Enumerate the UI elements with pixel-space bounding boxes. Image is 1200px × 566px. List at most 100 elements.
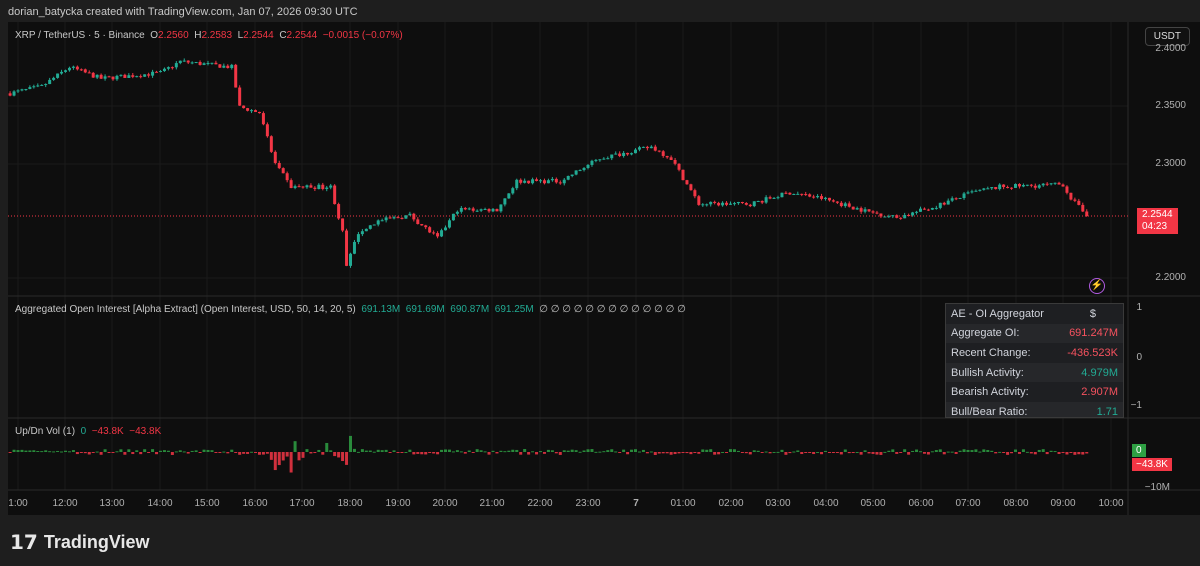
candle-up (20, 89, 24, 91)
volume-up-bar (630, 449, 634, 452)
volume-up-bar (174, 451, 178, 453)
volume-up-bar (531, 451, 535, 453)
time-tick: 1:00 (8, 498, 28, 509)
candle-down (527, 180, 531, 184)
time-tick: 18:00 (337, 498, 363, 509)
volume-up-bar (891, 449, 895, 452)
last-price: 2.2544 (1142, 209, 1173, 220)
candle-up (376, 220, 380, 225)
candle-up (950, 198, 954, 201)
candle-down (895, 215, 899, 218)
volume-down-bar (289, 452, 293, 473)
candle-up (384, 217, 388, 221)
volume-down-bar (107, 452, 111, 453)
volume-down-bar (804, 452, 808, 453)
time-tick: 23:00 (575, 498, 601, 509)
candle-down (186, 60, 190, 63)
volume-down-bar (246, 452, 250, 454)
volume-up-bar (764, 451, 768, 453)
candle-down (297, 186, 301, 188)
volume-down-bar (713, 452, 717, 455)
candle-down (8, 93, 12, 96)
vol-indicator-title[interactable]: Up/Dn Vol (1) (15, 426, 76, 437)
volume-up-bar (796, 450, 800, 452)
candle-up (915, 211, 919, 213)
oi-indicator-title[interactable]: Aggregated Open Interest [Alpha Extract]… (15, 304, 356, 315)
lightning-icon[interactable]: ⚡ (1089, 278, 1105, 294)
volume-up-bar (459, 451, 463, 453)
volume-down-bar (907, 452, 911, 455)
candle-down (428, 227, 432, 233)
volume-up-bar (982, 449, 986, 452)
volume-up-bar (119, 449, 123, 452)
volume-up-bar (863, 450, 867, 452)
volume-down-bar (428, 452, 432, 453)
volume-up-bar (934, 450, 938, 452)
row-value: 691.247M (1069, 327, 1118, 340)
candle-down (1061, 184, 1065, 187)
oi-tick: −1 (1130, 400, 1142, 411)
candle-down (681, 169, 685, 181)
open-label: O (150, 30, 159, 41)
volume-up-bar (451, 451, 455, 453)
candle-down (388, 217, 392, 219)
candle-up (792, 194, 796, 196)
candle-up (705, 204, 709, 206)
volume-down-bar (273, 452, 277, 471)
symbol-title[interactable]: XRP / TetherUS · 5 · Binance (15, 30, 145, 41)
volume-down-bar (412, 452, 416, 455)
candle-down (75, 66, 79, 70)
volume-up-bar (1025, 451, 1029, 453)
volume-up-bar (127, 449, 131, 452)
volume-down-bar (899, 452, 903, 453)
time-tick: 7 (633, 498, 639, 509)
volume-up-bar (392, 450, 396, 452)
candle-down (1029, 184, 1033, 186)
row-value: -436.523K (1067, 346, 1118, 359)
candle-up (210, 62, 214, 64)
candle-up (194, 62, 198, 64)
volume-down-bar (1033, 452, 1037, 455)
time-tick: 02:00 (718, 498, 744, 509)
candle-up (16, 90, 20, 92)
volume-up-bar (649, 451, 653, 453)
candle-down (87, 72, 91, 74)
volume-up-bar (578, 451, 582, 453)
volume-up-bar (602, 451, 606, 453)
volume-up-bar (206, 449, 210, 452)
candle-down (922, 208, 926, 210)
candle-up (479, 209, 483, 211)
volume-down-bar (926, 452, 930, 455)
candle-down (673, 159, 677, 164)
volume-down-bar (542, 452, 546, 454)
candle-down (1045, 183, 1049, 185)
volume-up-bar (614, 451, 618, 453)
volume-down-bar (487, 452, 491, 455)
candle-up (962, 193, 966, 199)
volume-down-bar (879, 452, 883, 455)
vol-legend: Up/Dn Vol (1) 0 −43.8K −43.8K (15, 426, 161, 437)
chart-area[interactable]: XRP / TetherUS · 5 · Binance O2.2560 H2.… (8, 22, 1200, 515)
volume-up-bar (368, 450, 372, 452)
volume-up-bar (966, 449, 970, 452)
candle-down (554, 178, 558, 183)
candle-up (598, 159, 602, 161)
candle-down (697, 196, 701, 205)
candle-down (519, 179, 523, 183)
tradingview-logo: 𝟭𝟳 TradingView (10, 530, 150, 555)
volume-down-bar (820, 452, 824, 455)
oi-table-title: AE - OI Aggregator (951, 307, 1044, 320)
volume-up-bar (946, 451, 950, 453)
chart-canvas[interactable] (8, 22, 1200, 515)
candle-up (1025, 184, 1029, 186)
candle-up (986, 188, 990, 190)
time-tick: 04:00 (813, 498, 839, 509)
price-tick: 2.2000 (1155, 272, 1186, 283)
candle-up (32, 86, 36, 88)
time-tick: 22:00 (527, 498, 553, 509)
volume-up-bar (1049, 450, 1053, 452)
volume-down-bar (341, 452, 345, 462)
currency-button[interactable]: USDT (1144, 27, 1190, 46)
volume-down-bar (689, 452, 693, 455)
volume-down-bar (661, 452, 665, 454)
